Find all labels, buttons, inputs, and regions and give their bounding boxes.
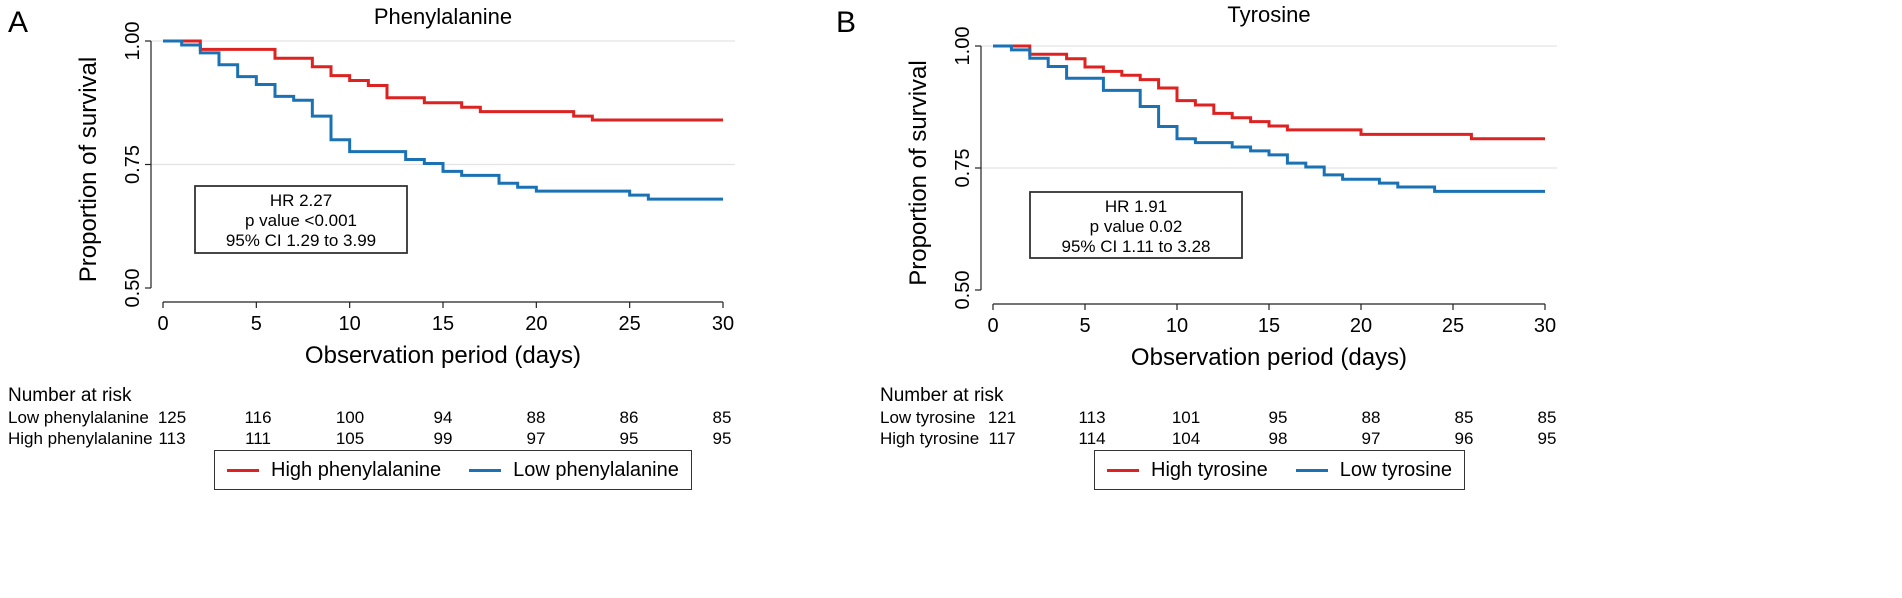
risk-count: 95 bbox=[1537, 429, 1557, 448]
risk-count: 104 bbox=[1171, 429, 1201, 448]
legend: High phenylalanine Low phenylalanine bbox=[214, 450, 692, 490]
x-tick-label: 30 bbox=[1534, 315, 1556, 337]
legend-swatch bbox=[1107, 468, 1139, 472]
risk-count: 117 bbox=[988, 429, 1016, 448]
hr-annotation-line: HR 2.27 bbox=[270, 191, 332, 210]
risk-count: 95 bbox=[712, 429, 732, 448]
x-tick-label: 25 bbox=[1442, 315, 1464, 337]
hr-annotation-box bbox=[194, 185, 408, 254]
risk-count: 99 bbox=[433, 429, 453, 448]
x-tick-label: 10 bbox=[339, 313, 361, 335]
risk-row-label: High phenylalanine bbox=[8, 429, 153, 448]
risk-count: 113 bbox=[1078, 408, 1106, 427]
x-tick-label: 10 bbox=[1166, 315, 1188, 337]
risk-count: 85 bbox=[1454, 408, 1474, 427]
chart-title: Tyrosine bbox=[1227, 2, 1310, 27]
risk-count: 100 bbox=[335, 408, 365, 427]
legend-item: Low tyrosine bbox=[1295, 458, 1452, 482]
risk-count: 94 bbox=[433, 408, 453, 427]
hr-annotation-line: p value 0.02 bbox=[1090, 217, 1183, 236]
legend-item: Low phenylalanine bbox=[469, 459, 679, 482]
legend-swatch bbox=[227, 468, 259, 472]
panel-b: B Tyrosine 0.50 0.75 1.00 0 5 10 15 20 25 30 Observa… bbox=[836, 0, 1902, 598]
y-axis-label: Proportion of survival bbox=[75, 57, 102, 282]
risk-table-header: Number at risk bbox=[8, 385, 132, 406]
hr-annotation-line: p value <0.001 bbox=[245, 211, 357, 230]
km-plot-phenylalanine: A Phenylalanine 0.50 0.75 1.00 0 5 10 15 20 25 30 Ob… bbox=[8, 4, 735, 369]
risk-count: 85 bbox=[712, 408, 732, 427]
risk-row-label: Low phenylalanine bbox=[8, 408, 149, 427]
y-tick-label: 0.75 bbox=[952, 149, 974, 188]
x-axis-label: Observation period (days) bbox=[1131, 344, 1407, 371]
panel-a: A Phenylalanine 0.50 0.75 1.00 0 5 10 15 20 25 30 Ob… bbox=[0, 0, 940, 598]
legend-swatch bbox=[469, 468, 502, 472]
legend-label: Low phenylalanine bbox=[513, 458, 679, 481]
legend-label: Low tyrosine bbox=[1339, 458, 1452, 481]
hr-annotation-line: 95% CI 1.11 to 3.28 bbox=[1061, 237, 1210, 256]
x-tick-label: 0 bbox=[157, 313, 168, 335]
risk-count: 96 bbox=[1454, 429, 1474, 448]
x-tick-label: 15 bbox=[432, 313, 454, 335]
hr-annotation-box bbox=[1029, 191, 1243, 259]
panel-letter: A bbox=[8, 6, 28, 39]
risk-count: 116 bbox=[244, 408, 272, 427]
y-tick-label: 0.50 bbox=[122, 269, 144, 308]
risk-count: 86 bbox=[619, 408, 639, 427]
risk-count: 85 bbox=[1537, 408, 1557, 427]
risk-count: 111 bbox=[245, 429, 271, 448]
x-tick-label: 0 bbox=[987, 315, 998, 337]
y-tick-label: 0.75 bbox=[122, 145, 144, 184]
x-tick-label: 5 bbox=[251, 313, 262, 335]
km-plot-tyrosine: B Tyrosine 0.50 0.75 1.00 0 5 10 15 20 25 30 Observa… bbox=[836, 2, 1557, 371]
risk-count: 98 bbox=[1268, 429, 1288, 448]
chart-title: Phenylalanine bbox=[374, 4, 512, 29]
risk-count: 105 bbox=[335, 429, 365, 448]
legend: High tyrosine Low tyrosine bbox=[1094, 450, 1465, 490]
x-tick-label: 15 bbox=[1258, 315, 1280, 337]
x-tick-label: 5 bbox=[1079, 315, 1090, 337]
x-tick-label: 20 bbox=[1350, 315, 1372, 337]
risk-count: 88 bbox=[526, 408, 546, 427]
legend-label: High tyrosine bbox=[1151, 458, 1268, 481]
y-tick-label: 0.50 bbox=[952, 271, 974, 310]
x-axis-label: Observation period (days) bbox=[305, 342, 581, 369]
risk-count: 88 bbox=[1361, 408, 1381, 427]
survival-curve-high-phenylalanine bbox=[163, 39, 723, 122]
risk-count: 97 bbox=[526, 429, 546, 448]
hr-annotation-line: 95% CI 1.29 to 3.99 bbox=[226, 231, 376, 250]
hr-annotation-line: HR 1.91 bbox=[1105, 197, 1167, 216]
y-axis-label: Proportion of survival bbox=[905, 60, 932, 285]
risk-count: 113 bbox=[158, 429, 186, 448]
risk-row-label: High tyrosine bbox=[880, 429, 980, 448]
risk-count: 114 bbox=[1078, 429, 1106, 448]
survival-curve-low-tyrosine bbox=[993, 44, 1545, 193]
legend-label: High phenylalanine bbox=[271, 458, 442, 481]
x-tick-label: 20 bbox=[525, 313, 547, 335]
survival-curve-low-phenylalanine bbox=[163, 39, 723, 201]
legend-swatch bbox=[1295, 468, 1328, 472]
risk-count: 121 bbox=[987, 408, 1017, 427]
risk-count: 101 bbox=[1171, 408, 1201, 427]
x-tick-label: 25 bbox=[619, 313, 641, 335]
legend-item: High phenylalanine bbox=[227, 459, 441, 482]
panel-letter: B bbox=[836, 6, 856, 39]
risk-table-header: Number at risk bbox=[880, 385, 1004, 406]
x-tick-label: 30 bbox=[712, 313, 734, 335]
legend-item: High tyrosine bbox=[1107, 459, 1268, 482]
y-tick-label: 1.00 bbox=[122, 22, 144, 61]
y-tick-label: 1.00 bbox=[952, 27, 974, 66]
survival-curve-high-tyrosine bbox=[993, 44, 1545, 141]
risk-count: 95 bbox=[619, 429, 639, 448]
risk-count: 95 bbox=[1268, 408, 1288, 427]
risk-count: 125 bbox=[157, 408, 187, 427]
risk-count: 97 bbox=[1361, 429, 1381, 448]
risk-row-label: Low tyrosine bbox=[880, 408, 976, 427]
